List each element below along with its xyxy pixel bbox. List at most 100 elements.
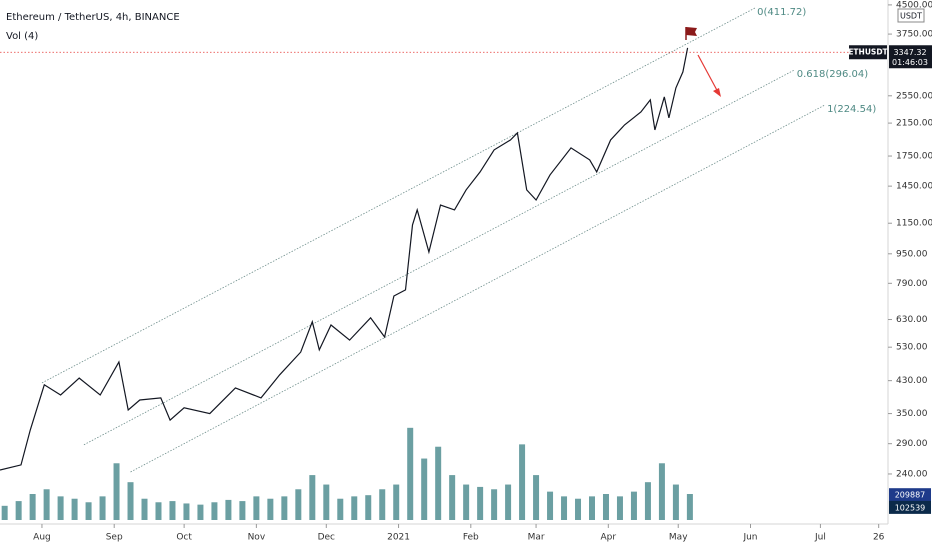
volume-average: 102539 [895, 503, 926, 512]
volume-bar [71, 498, 78, 520]
channel-line [41, 7, 756, 384]
volume-bar [253, 496, 260, 520]
volume-bar [239, 501, 246, 520]
volume-bar [183, 503, 190, 520]
channel-line [83, 69, 795, 446]
volume-bar [113, 463, 120, 520]
volume-bar [407, 427, 414, 520]
volume-bar [211, 502, 218, 520]
last-price: 3347.32 [893, 48, 926, 57]
x-tick-label: Apr [601, 533, 617, 543]
y-tick-label: 2550.00 [896, 91, 932, 101]
channel-label: 0(411.72) [757, 7, 806, 18]
volume-bar [225, 499, 232, 520]
y-tick-label: 1750.00 [896, 152, 932, 162]
volume-bar [141, 498, 148, 520]
volume-bar [337, 498, 344, 520]
arrow [697, 54, 721, 97]
volume-bar [15, 501, 22, 520]
volume-bar [323, 484, 330, 520]
price-tag [889, 45, 932, 69]
volume-bar [365, 495, 372, 520]
volume-bar [421, 458, 428, 520]
volume-bar [505, 484, 512, 520]
y-tick-label: 530.00 [896, 343, 928, 353]
y-tick-label: 950.00 [896, 249, 928, 259]
x-tick-label: Feb [463, 533, 479, 543]
currency: USDT [900, 12, 922, 21]
flag [685, 27, 697, 40]
volume-bar [561, 496, 568, 520]
volume-bar [43, 489, 50, 520]
x-tick-label: Jul [814, 533, 826, 543]
volume-bar [127, 482, 134, 520]
volume-bar [589, 496, 595, 520]
x-tick-label: 2021 [387, 533, 410, 543]
volume-bar [351, 496, 358, 520]
y-tick-label: 790.00 [896, 279, 928, 289]
volume-bar [658, 463, 665, 520]
y-tick-label: 630.00 [896, 315, 928, 325]
volume-bar [449, 475, 456, 520]
volume-bar [602, 494, 609, 520]
volume-bar [379, 489, 386, 520]
volume-bar [616, 496, 623, 520]
volume-bar [267, 498, 274, 520]
volume-bar [57, 496, 64, 520]
x-tick-label: Jun [742, 533, 757, 543]
volume-bar [547, 491, 554, 520]
volume-bar [1, 505, 8, 520]
y-tick-label: 3750.00 [896, 30, 932, 40]
y-tick-label: 350.00 [896, 409, 928, 419]
volume-bar [575, 498, 582, 520]
volume-bar [644, 482, 651, 520]
x-tick-label: Oct [176, 533, 192, 543]
channel-label: 0.618(296.04) [797, 69, 869, 80]
x-tick-label: Nov [248, 533, 266, 543]
channel-label: 1(224.54) [827, 104, 876, 115]
volume-bar [309, 475, 316, 520]
x-tick-label: Sep [106, 533, 123, 543]
currency-box [897, 8, 925, 23]
volume-title: Vol (4) [6, 31, 38, 42]
y-tick-label: 4500.00 [896, 0, 932, 10]
y-tick-label: 430.00 [896, 376, 928, 386]
volume-bar [519, 444, 526, 520]
chart-title: Ethereum / TetherUS, 4h, BINANCE [6, 12, 180, 23]
symbol-name: ETHUSDT [848, 47, 888, 56]
volume-bar [463, 484, 470, 520]
volume-bar [29, 494, 36, 520]
volume-bar [477, 486, 484, 520]
y-tick-label: 290.00 [896, 439, 928, 449]
volume-bar [686, 494, 693, 520]
volume-bar [393, 484, 400, 520]
volume-bar [533, 475, 540, 520]
volume-bar [491, 489, 498, 520]
volume-last: 209887 [895, 491, 926, 500]
x-tick-label: Aug [33, 533, 51, 543]
volume-bar [85, 502, 92, 520]
volume-bar [197, 504, 204, 520]
volume-bar [672, 484, 679, 520]
x-tick-label: May [669, 533, 688, 543]
volume-last-tag [889, 488, 931, 502]
y-tick-label: 240.00 [896, 469, 928, 479]
volume-bar [99, 496, 106, 520]
volume-bar [281, 496, 288, 520]
volume-bar [295, 489, 302, 520]
y-tick-label: 1450.00 [896, 182, 932, 192]
x-tick-label: Dec [318, 533, 335, 543]
symbol-tag [849, 45, 887, 60]
volume-bar [169, 501, 176, 520]
x-tick-label: 26 [873, 533, 885, 543]
countdown: 01:46:03 [892, 58, 928, 67]
volume-bar [435, 446, 442, 520]
volume-bar [155, 502, 162, 520]
volume-bar [630, 491, 637, 520]
channel-line [130, 104, 826, 473]
x-tick-label: Mar [528, 533, 545, 543]
y-tick-label: 2150.00 [896, 119, 932, 129]
